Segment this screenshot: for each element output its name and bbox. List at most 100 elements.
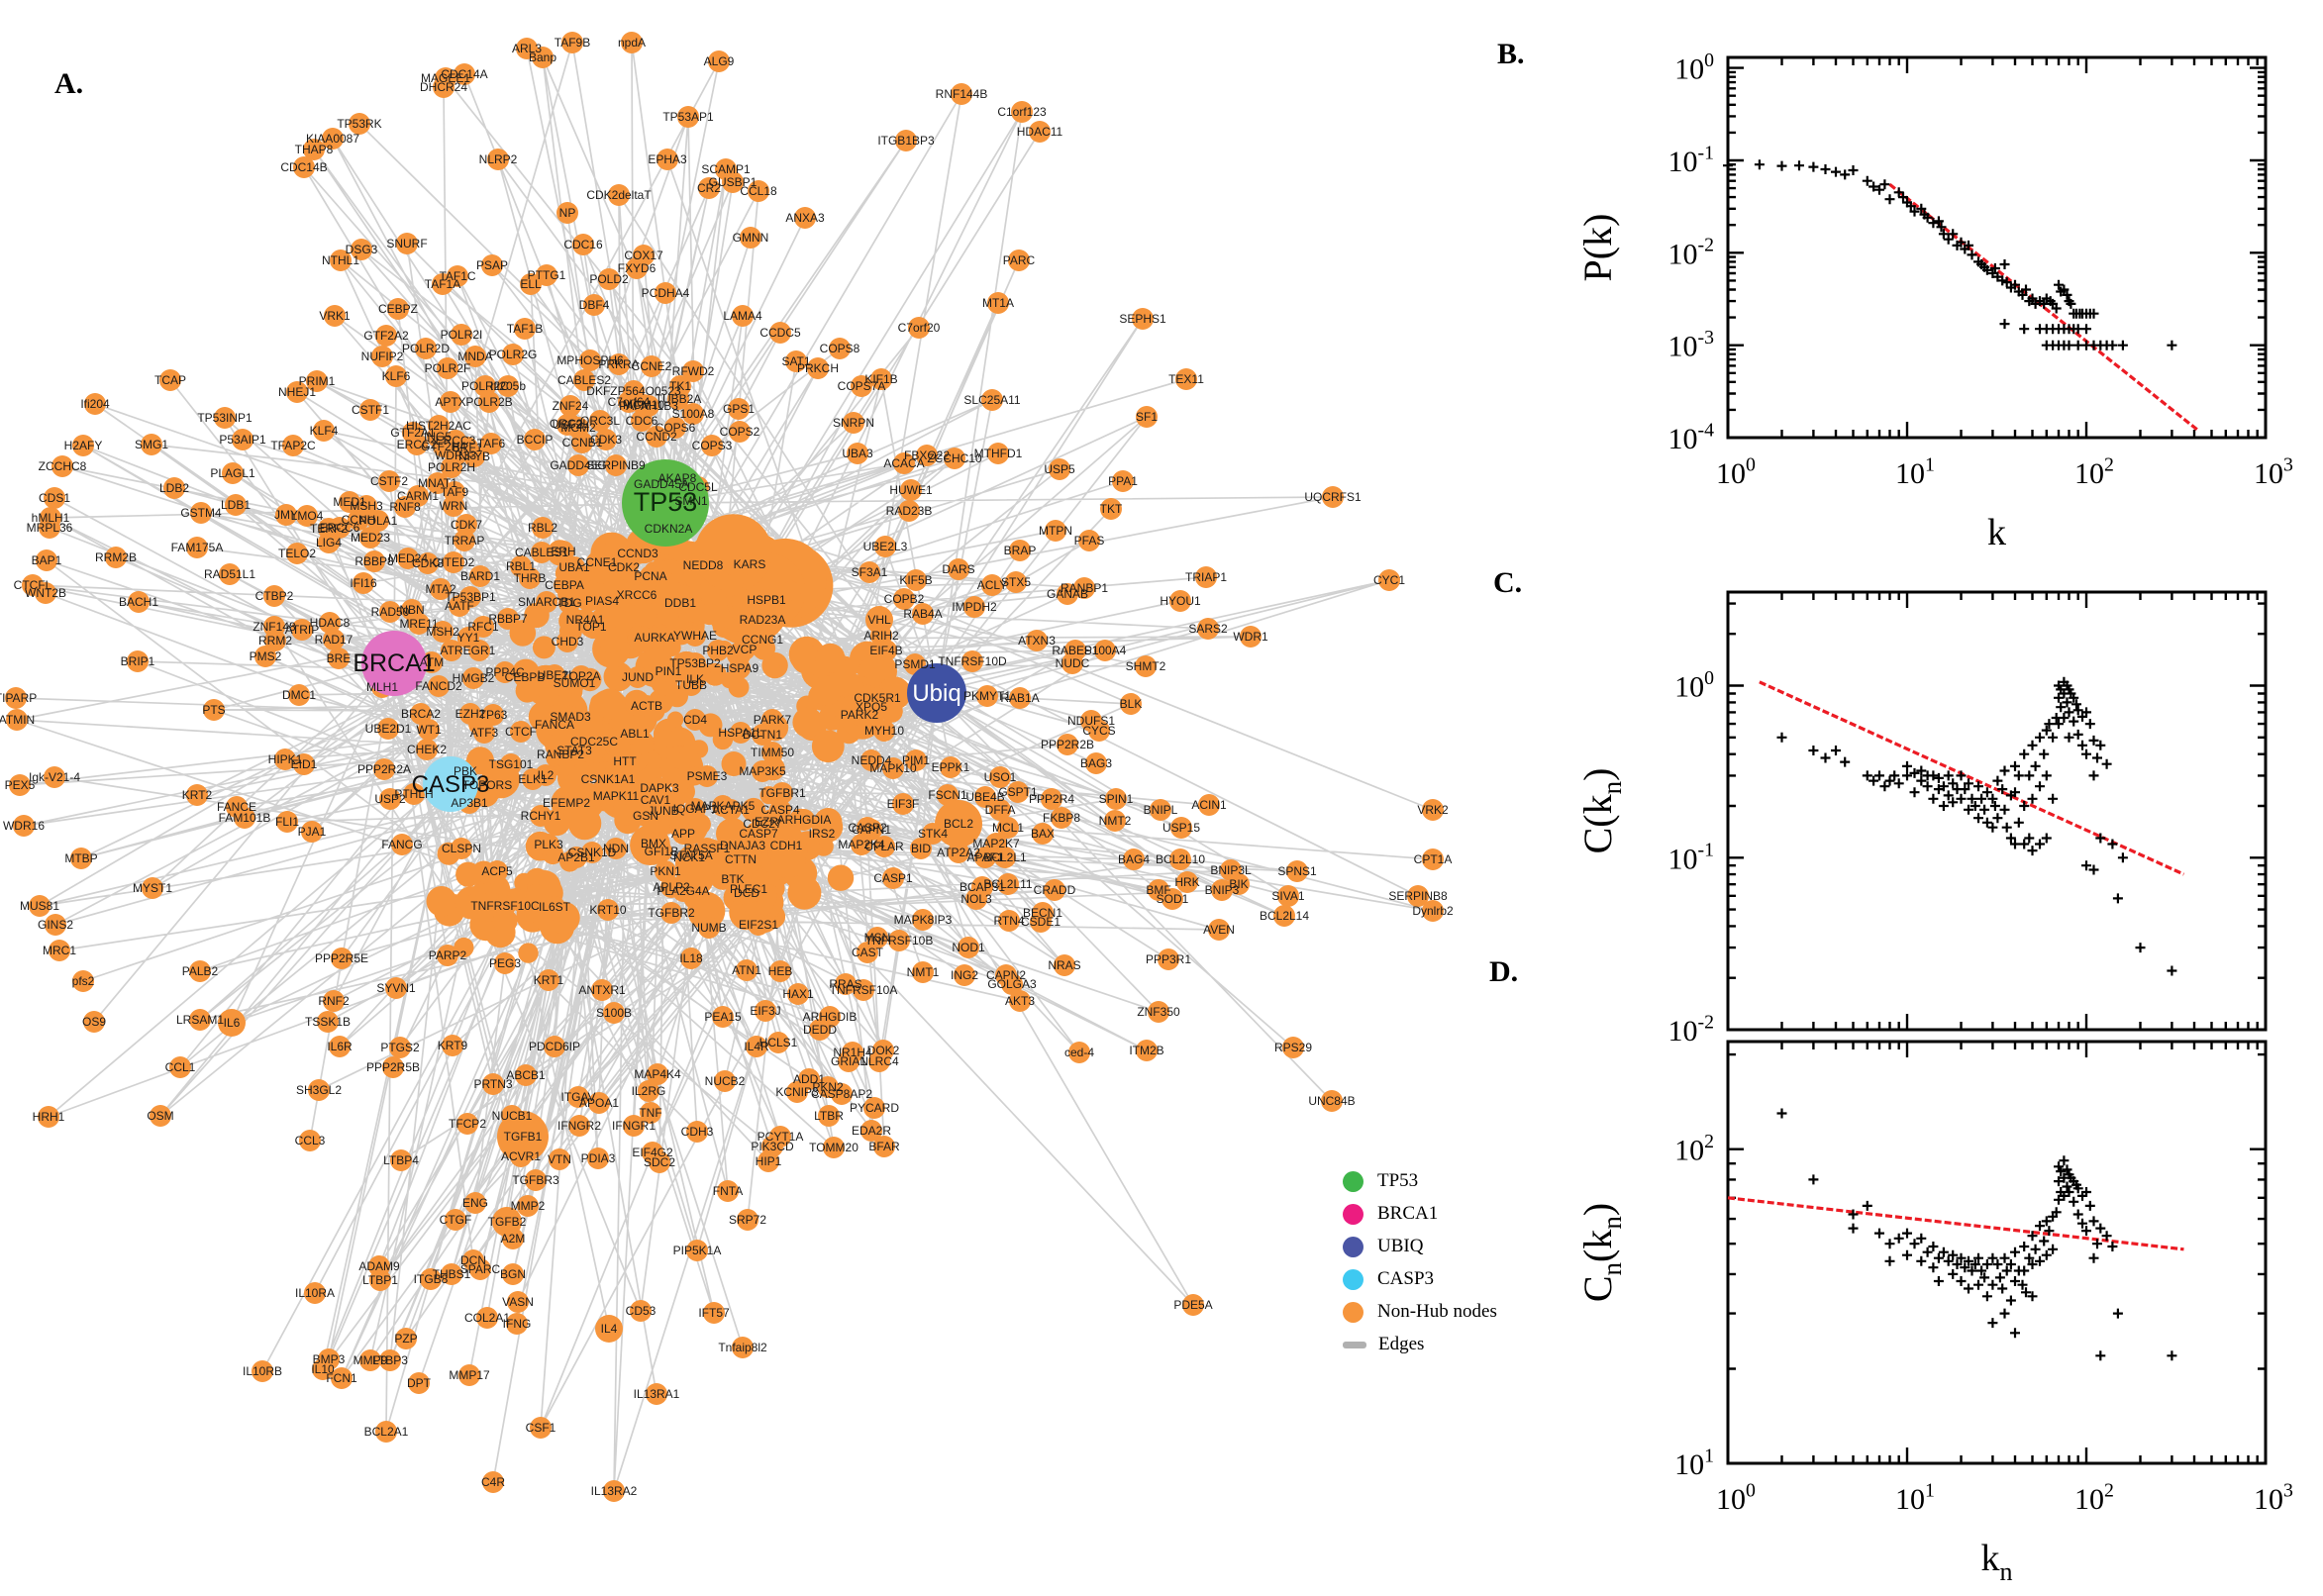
non-hub-node [1422,799,1444,821]
gene-label: LTBP1 [362,1273,398,1287]
gene-label: RBL2 [528,521,557,535]
scatter-points [1723,159,2177,350]
non-hub-node [860,749,882,771]
gene-label: BAX [1031,827,1055,841]
non-hub-node [190,502,212,524]
non-hub-node [1030,911,1052,933]
gene-label: NEDD4 [852,753,892,767]
non-hub-node [737,1209,758,1231]
gene-label: THBS1 [433,1267,471,1281]
gene-label: CDK2deltaT [586,188,652,202]
gene-label: EIF2S1 [739,918,778,932]
hub-node-brca1 [361,631,427,696]
non-hub-node [371,346,393,367]
non-hub-node [998,910,1020,932]
non-hub-node [556,631,578,652]
non-hub-node [460,894,484,918]
axis-ticks [1726,57,2268,440]
gene-label: RBBP8 [354,554,394,568]
hub-label-brca1: BRCA1 [353,649,435,677]
gene-label: RAD17 [315,633,354,647]
non-hub-node [317,1011,339,1033]
gene-label: GFI1B [645,845,679,858]
non-hub-node [330,249,352,271]
non-hub-node [556,792,577,814]
non-hub-node [1051,807,1072,829]
gene-label: HRH1 [33,1110,65,1124]
non-hub-node [752,813,773,835]
non-hub-node [874,536,896,557]
gene-label: COPS6 [656,421,696,435]
non-hub-node [502,1228,524,1249]
gene-label: ANXA3 [785,211,825,225]
non-hub-node [1068,1042,1090,1063]
gene-label: BMF [1146,883,1170,897]
non-hub-node [732,305,754,327]
gene-label: AP2B1 [557,850,595,864]
gene-label: DSG3 [346,243,378,256]
gene-label: CABLES2 [557,373,611,387]
gene-label: IL6 [224,1016,241,1030]
gene-label: CDC14B [280,160,327,174]
gene-label: RNF144B [936,87,988,101]
gene-label: PPP4C [485,665,525,679]
gene-label: KIF5B [899,573,932,587]
non-hub-node [437,357,458,379]
non-hub-node [677,106,699,128]
non-hub-node [849,704,870,726]
non-hub-node [1007,781,1029,803]
non-hub-node [561,32,583,53]
gene-label: COPS2 [720,425,760,439]
non-hub-node [497,608,519,630]
non-hub-node [981,574,1003,596]
non-hub-node [377,718,399,740]
non-hub-node [312,1358,334,1380]
gene-label: NHEJ1 [278,385,316,399]
gene-label: ITGAV [560,1090,595,1104]
gene-label: TCAP [154,373,186,387]
non-hub-node [473,722,495,744]
gene-label: BARD1 [460,569,500,583]
gene-label: BCL2L11 [983,877,1032,891]
non-hub-node [1169,848,1191,870]
non-hub-node [1078,530,1100,551]
non-hub-node [303,139,325,160]
non-hub-node [524,429,546,450]
scatter-points [1776,676,2177,976]
non-hub-node [518,943,539,963]
non-hub-node [549,1148,570,1170]
gene-label: NBN [399,603,424,617]
gene-label: TP53RK [337,117,381,131]
non-hub-node [415,338,437,359]
non-hub-node [717,1180,739,1202]
gene-label: JUNB [648,804,678,818]
non-hub-node [571,432,593,453]
hub-label-casp3: CASP3 [412,771,490,798]
tick-label: 101 [1895,453,1935,490]
gene-label: CAPN2 [986,968,1026,982]
gene-label: IL6R [327,1040,353,1053]
non-hub-node [532,47,554,68]
tick-label: 10-4 [1668,419,1715,455]
non-hub-node [583,731,605,752]
non-hub-node [587,1147,609,1169]
gene-label: UBE2L3 [863,540,908,553]
non-hub-node [442,1035,463,1056]
gene-label: JMY [274,508,298,522]
non-hub-node [186,537,208,558]
gene-label: BID [911,842,931,855]
non-hub-node [775,835,797,856]
gene-label: TSG101 [489,757,534,771]
gene-label: P53AIP1 [219,433,266,447]
non-hub-node [367,510,389,532]
gene-label: HMGB2 [453,671,495,685]
gene-label: PSME3 [687,769,728,783]
gene-label: IL18 [679,951,703,965]
gene-label: KARS [734,557,766,571]
gene-label: ATRIP [285,623,319,637]
non-hub-node [769,322,791,344]
gene-label: HRK [1174,875,1199,889]
non-hub-node [831,1083,853,1105]
